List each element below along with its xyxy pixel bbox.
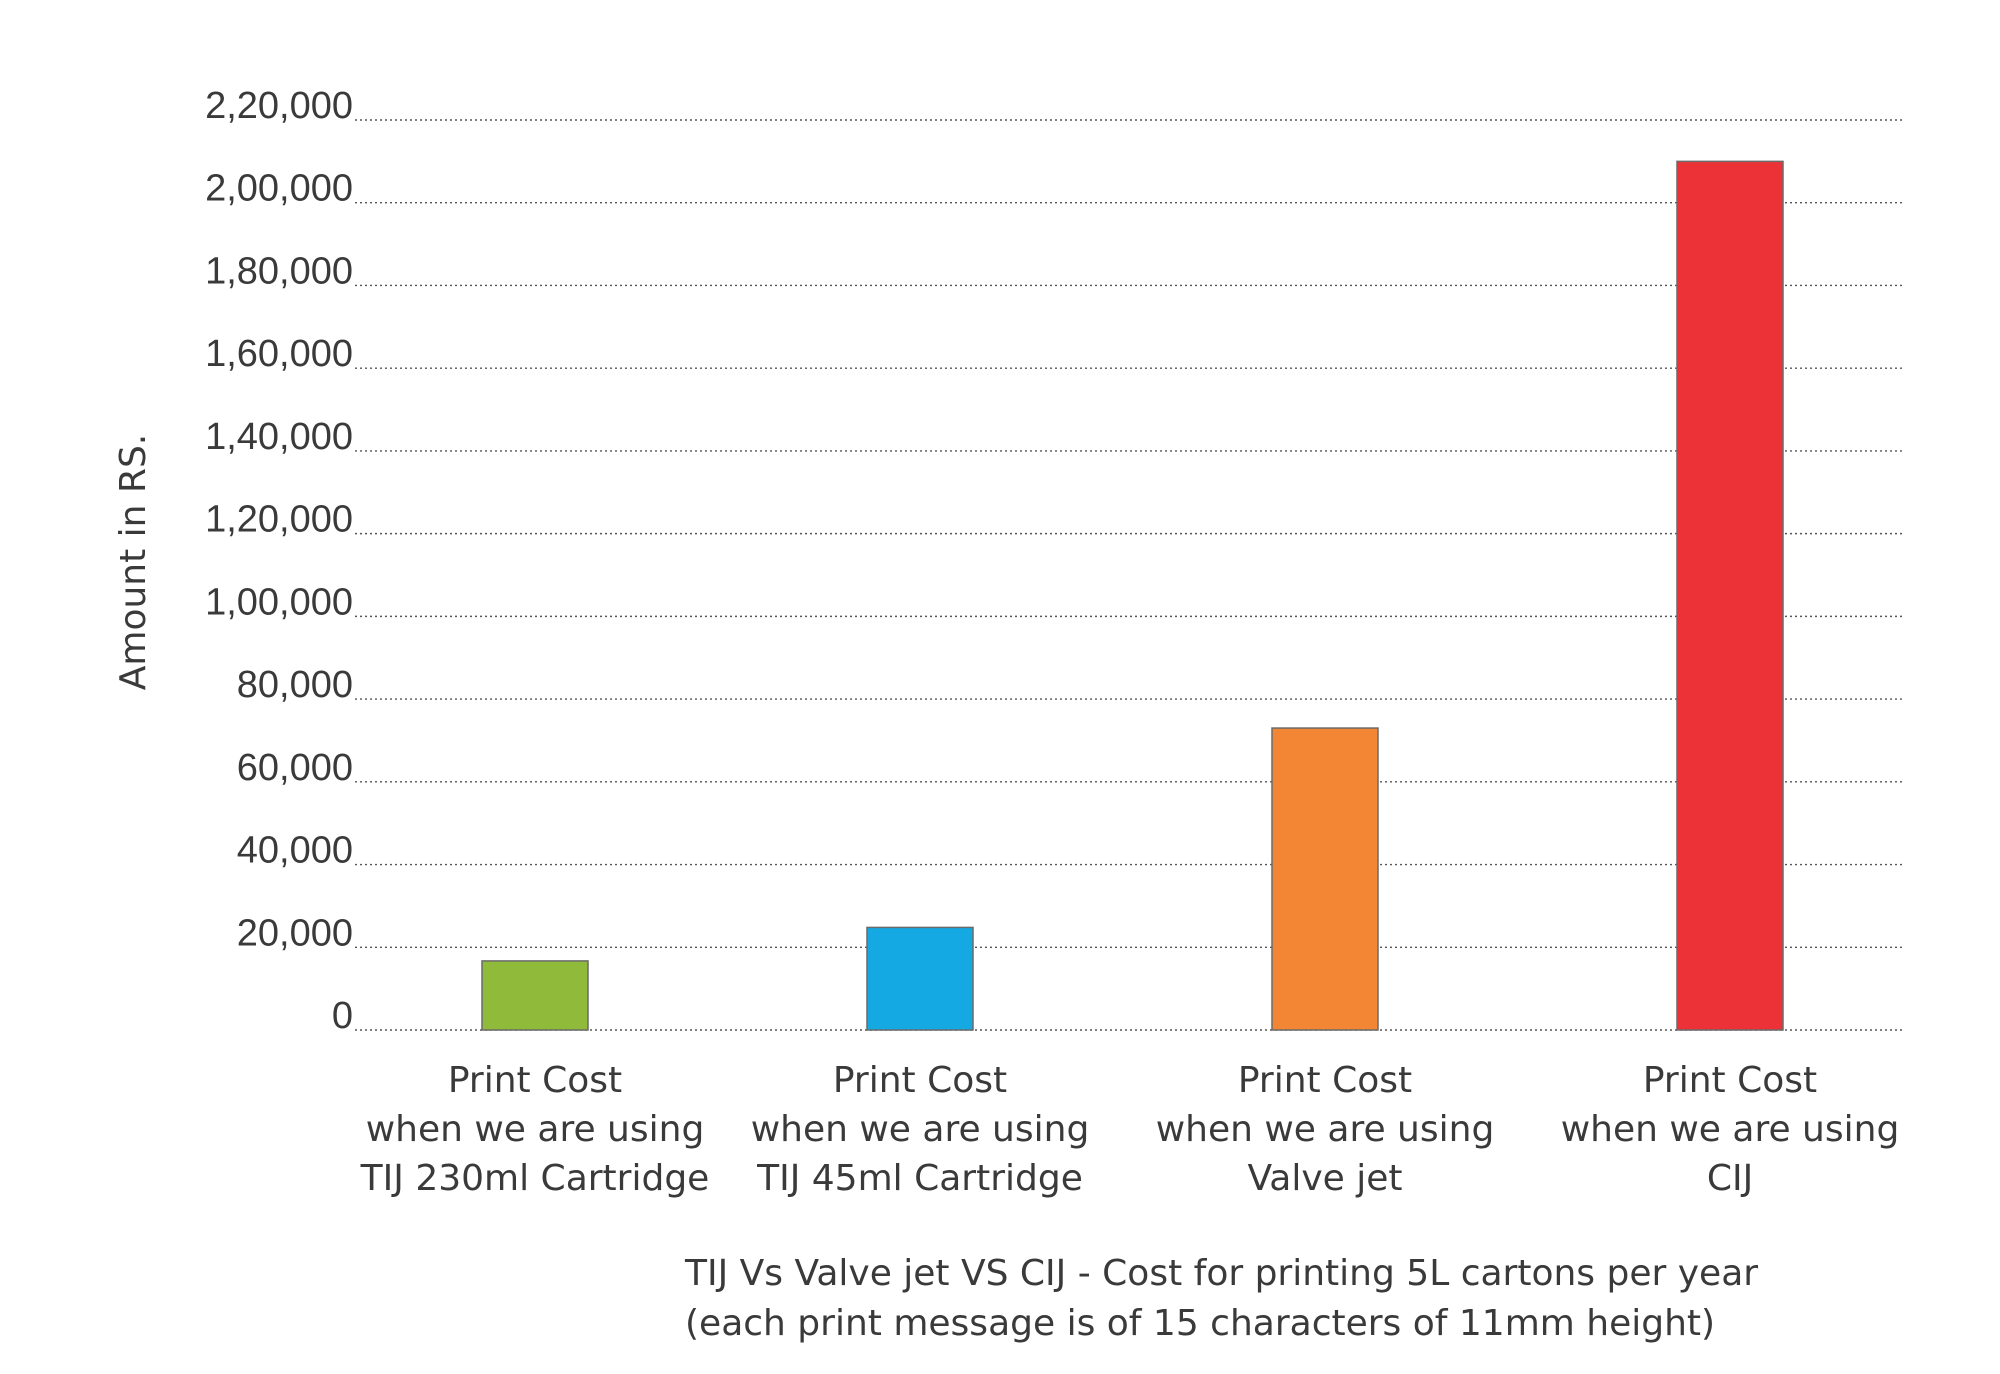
x-axis-category-labels: Print Cost when we are using TIJ 230ml Car… [360,1060,1900,1199]
x-category-label: TIJ 230ml Cartridge [360,1158,710,1199]
y-tick-label: 20,000 [237,912,353,954]
x-category-label: Print Cost [448,1060,622,1101]
y-tick-label: 1,80,000 [205,250,353,292]
chart-caption-line-2: (each print message is of 15 characters … [685,1303,1715,1344]
x-category-label: Print Cost [833,1060,1007,1101]
x-category-label: CIJ [1707,1158,1753,1199]
y-tick-label: 2,00,000 [205,168,353,210]
y-tick-label: 40,000 [237,830,353,872]
x-category-label: when we are using [751,1109,1090,1150]
x-category-label: when we are using [366,1109,705,1150]
bar [481,960,589,1031]
y-tick-label: 80,000 [237,664,353,706]
bars [481,160,1784,1031]
grid-lines [355,119,1905,1031]
y-tick-label: 1,20,000 [205,499,353,541]
x-category-label: when we are using [1156,1109,1495,1150]
y-axis-label: Amount in RS. [113,434,154,690]
x-category-label: Print Cost [1643,1060,1817,1101]
y-tick-label: 1,40,000 [205,416,353,458]
bar [1271,727,1379,1031]
chart-caption-line-1: TIJ Vs Valve jet VS CIJ - Cost for print… [684,1253,1758,1294]
y-tick-label: 60,000 [237,747,353,789]
x-category-label: Valve jet [1247,1158,1402,1199]
bar [1676,160,1784,1031]
y-tick-label: 0 [332,995,353,1037]
x-category-label: TIJ 45ml Cartridge [756,1158,1083,1199]
y-axis-tick-labels: 0 20,000 40,000 60,000 80,000 1,00,000 1,20,00… [205,85,353,1037]
x-category-label: Print Cost [1238,1060,1412,1101]
y-tick-label: 1,00,000 [205,581,353,623]
y-tick-label: 1,60,000 [205,333,353,375]
bar [866,926,974,1031]
y-tick-label: 2,20,000 [205,85,353,127]
x-category-label: when we are using [1561,1109,1900,1150]
